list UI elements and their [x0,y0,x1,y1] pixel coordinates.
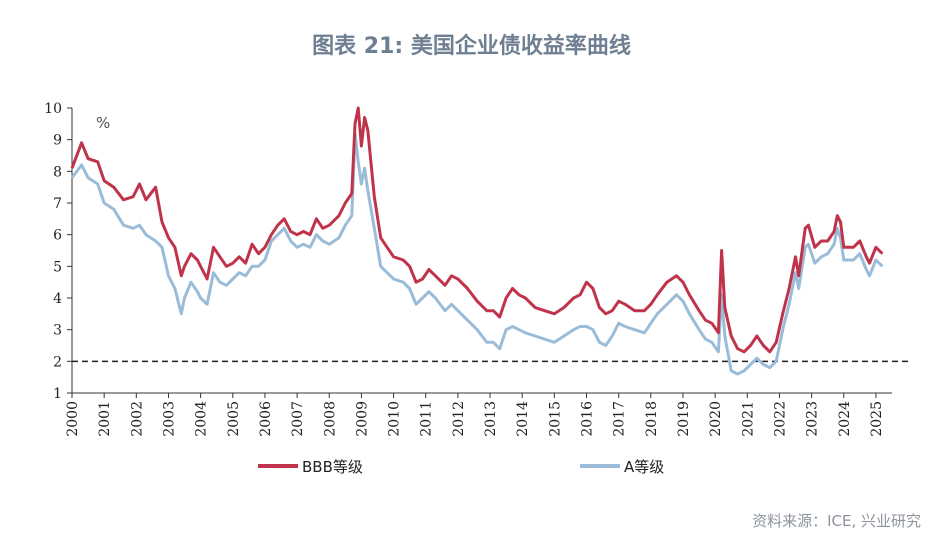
x-tick-label: 2024 [837,401,853,437]
x-tick-label: 2005 [226,401,242,437]
x-tick-label: 2018 [644,401,660,437]
y-tick-label: 1 [53,386,62,402]
y-tick-label: 6 [53,228,62,244]
x-tick-label: 2013 [483,401,499,437]
y-tick-label: 2 [53,354,62,370]
x-tick-label: 2009 [354,401,370,437]
x-tick-label: 2003 [161,401,177,437]
series-line-bbb [70,106,884,354]
x-tick-label: 2008 [322,401,338,437]
y-tick-label: 3 [53,323,62,339]
y-tick-label: 7 [53,196,62,212]
legend-label-bbb: BBB等级 [302,458,363,476]
x-tick-label: 2007 [290,401,306,437]
x-tick-label: 2016 [580,401,596,437]
y-tick-label: 5 [53,259,62,275]
x-tick-label: 2006 [258,401,274,437]
plot-area: 1 2 3 4 5 6 7 8 9 10 2000 2001 2002 2003 2004 2005 2006 2… [44,101,912,437]
chart-legend: BBB等级 A等级 [258,458,664,476]
x-tick-label: 2023 [805,401,821,437]
x-tick-label: 2004 [194,401,210,437]
x-tick-label: 2011 [419,401,435,437]
legend-label-a: A等级 [624,458,664,476]
series-line-a [70,131,884,376]
source-note: 资料来源：ICE, 兴业研究 [752,512,921,530]
y-tick-label: 10 [44,101,62,117]
x-tick-label: 2014 [515,401,531,437]
x-tick-label: 2025 [869,401,885,437]
x-tick-label: 2019 [676,401,692,437]
x-tick-label: 2010 [387,401,403,437]
y-tick-label: 9 [53,133,62,149]
x-tick-label: 2021 [740,401,756,437]
x-tick-label: 2015 [547,401,563,437]
x-tick-label: 2001 [97,401,113,437]
x-tick-label: 2020 [708,401,724,437]
chart-title: 图表 21: 美国企业债收益率曲线 [312,34,631,59]
x-tick-label: 2012 [451,401,467,437]
x-tick-label: 2017 [612,401,628,437]
y-unit-label: % [96,114,110,132]
y-tick-label: 8 [53,164,62,180]
y-tick-label: 4 [53,291,62,307]
x-tick-label: 2000 [65,401,81,437]
x-tick-label: 2022 [772,401,788,437]
x-tick-label: 2002 [129,401,145,437]
